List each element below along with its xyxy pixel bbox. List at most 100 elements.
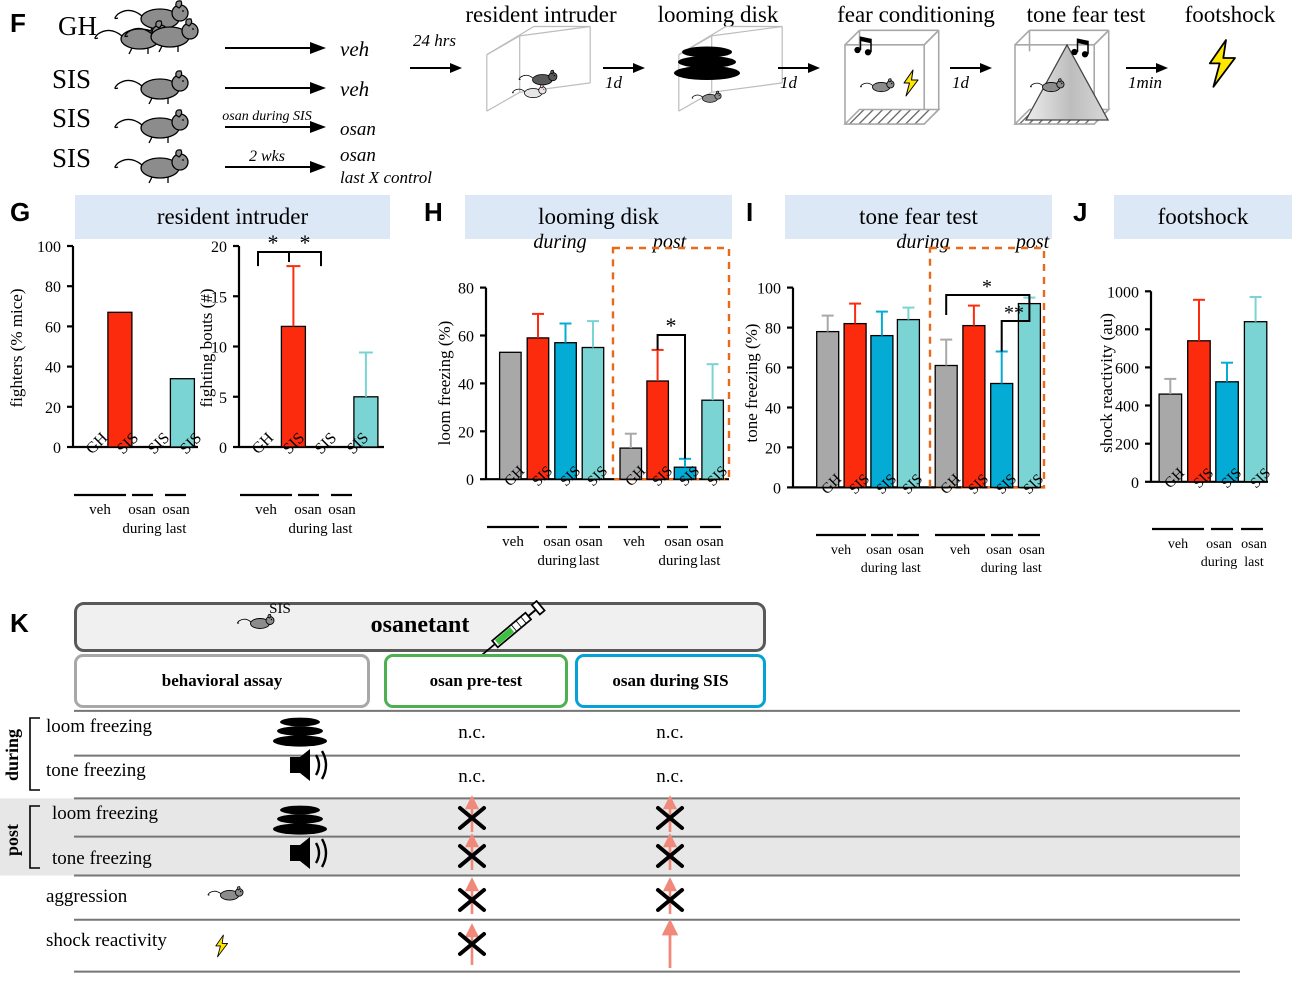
svg-text:GH: GH <box>83 429 112 458</box>
svg-text:osan: osan <box>340 119 376 140</box>
svg-text:last: last <box>1244 555 1264 570</box>
svg-text:20: 20 <box>458 424 474 441</box>
svg-text:*: * <box>982 276 992 298</box>
svg-text:during: during <box>658 553 698 569</box>
svg-text:osan: osan <box>575 534 603 550</box>
svg-text:veh: veh <box>340 37 369 61</box>
svg-text:*: * <box>666 313 677 338</box>
svg-text:SIS: SIS <box>52 143 91 173</box>
svg-text:SIS: SIS <box>269 601 291 617</box>
svg-text:20: 20 <box>765 440 781 457</box>
svg-text:20: 20 <box>45 400 61 417</box>
svg-text:tone fear test: tone fear test <box>1027 2 1146 27</box>
svg-text:1d: 1d <box>780 73 798 92</box>
svg-text:1000: 1000 <box>1107 284 1139 301</box>
svg-text:GH: GH <box>58 11 97 41</box>
svg-text:post: post <box>2 824 22 856</box>
svg-text:SIS: SIS <box>52 103 91 133</box>
svg-text:n.c.: n.c. <box>458 766 485 787</box>
svg-text:osan: osan <box>664 534 692 550</box>
svg-text:10: 10 <box>211 340 227 357</box>
svg-text:15: 15 <box>211 289 227 306</box>
svg-text:0: 0 <box>1131 475 1139 492</box>
svg-text:60: 60 <box>45 319 61 336</box>
svg-text:veh: veh <box>502 534 524 550</box>
svg-text:veh: veh <box>950 543 970 558</box>
svg-text:veh: veh <box>255 502 277 518</box>
svg-text:400: 400 <box>1115 399 1139 416</box>
svg-text:osan: osan <box>162 502 190 518</box>
svg-text:osan: osan <box>898 543 924 558</box>
svg-text:osan: osan <box>866 543 892 558</box>
svg-text:0: 0 <box>219 440 227 457</box>
svg-text:during: during <box>861 561 898 576</box>
svg-text:looming disk: looming disk <box>658 2 779 27</box>
svg-text:last X control: last X control <box>340 168 432 185</box>
svg-text:80: 80 <box>45 279 61 296</box>
svg-text:SIS: SIS <box>145 429 173 457</box>
svg-text:800: 800 <box>1115 322 1139 339</box>
svg-text:80: 80 <box>765 321 781 338</box>
svg-text:osan: osan <box>1206 537 1232 552</box>
svg-text:*: * <box>268 230 279 255</box>
svg-text:last: last <box>332 521 354 537</box>
svg-text:during: during <box>537 553 577 569</box>
svg-text:fear conditioning: fear conditioning <box>837 2 995 27</box>
svg-text:SIS: SIS <box>52 64 91 94</box>
svg-text:0: 0 <box>773 480 781 497</box>
svg-text:veh: veh <box>340 77 369 101</box>
svg-text:footshock: footshock <box>1185 2 1276 27</box>
svg-text:during: during <box>2 729 22 781</box>
svg-text:osan during SIS: osan during SIS <box>222 109 311 124</box>
svg-text:n.c.: n.c. <box>656 766 683 787</box>
svg-text:osanetant: osanetant <box>371 612 470 638</box>
svg-text:last: last <box>1022 561 1042 576</box>
svg-text:24 hrs: 24 hrs <box>413 31 456 50</box>
svg-text:40: 40 <box>458 376 474 393</box>
svg-text:200: 200 <box>1115 437 1139 454</box>
svg-text:40: 40 <box>45 360 61 377</box>
svg-text:60: 60 <box>458 329 474 346</box>
svg-text:80: 80 <box>458 281 474 298</box>
svg-text:tone freezing (%): tone freezing (%) <box>742 324 761 443</box>
svg-text:shock reactivity (au): shock reactivity (au) <box>1097 313 1116 453</box>
svg-text:last: last <box>901 561 921 576</box>
svg-text:during: during <box>288 521 328 537</box>
svg-text:osan: osan <box>294 502 322 518</box>
svg-text:during: during <box>981 561 1018 576</box>
svg-text:40: 40 <box>765 401 781 418</box>
svg-text:osan: osan <box>1019 543 1045 558</box>
svg-text:osan: osan <box>696 534 724 550</box>
svg-text:1d: 1d <box>605 73 623 92</box>
svg-text:resident intruder: resident intruder <box>465 2 617 27</box>
svg-text:**: ** <box>1004 302 1024 324</box>
svg-text:veh: veh <box>89 502 111 518</box>
svg-text:last: last <box>579 553 601 569</box>
svg-text:0: 0 <box>466 472 474 489</box>
svg-text:SIS: SIS <box>312 429 340 457</box>
svg-text:osan: osan <box>328 502 356 518</box>
svg-text:n.c.: n.c. <box>458 722 485 743</box>
svg-text:0: 0 <box>53 440 61 457</box>
svg-text:osan: osan <box>128 502 156 518</box>
svg-text:100: 100 <box>757 281 781 298</box>
svg-text:60: 60 <box>765 361 781 378</box>
svg-text:GH: GH <box>249 429 278 458</box>
svg-text:osan: osan <box>1241 537 1267 552</box>
svg-text:*: * <box>300 230 311 255</box>
svg-text:veh: veh <box>831 543 851 558</box>
svg-text:fighters (% mice): fighters (% mice) <box>7 289 26 408</box>
svg-text:600: 600 <box>1115 360 1139 377</box>
svg-text:100: 100 <box>37 239 61 256</box>
svg-text:1min: 1min <box>1128 73 1162 92</box>
svg-text:20: 20 <box>211 239 227 256</box>
svg-text:osan: osan <box>340 145 376 166</box>
svg-text:during: during <box>1201 555 1238 570</box>
svg-text:osan: osan <box>986 543 1012 558</box>
svg-text:5: 5 <box>219 390 227 407</box>
svg-text:2 wks: 2 wks <box>249 148 285 165</box>
svg-text:osan: osan <box>543 534 571 550</box>
svg-text:last: last <box>166 521 188 537</box>
svg-text:loom freezing (%): loom freezing (%) <box>435 321 454 446</box>
svg-text:1d: 1d <box>952 73 970 92</box>
